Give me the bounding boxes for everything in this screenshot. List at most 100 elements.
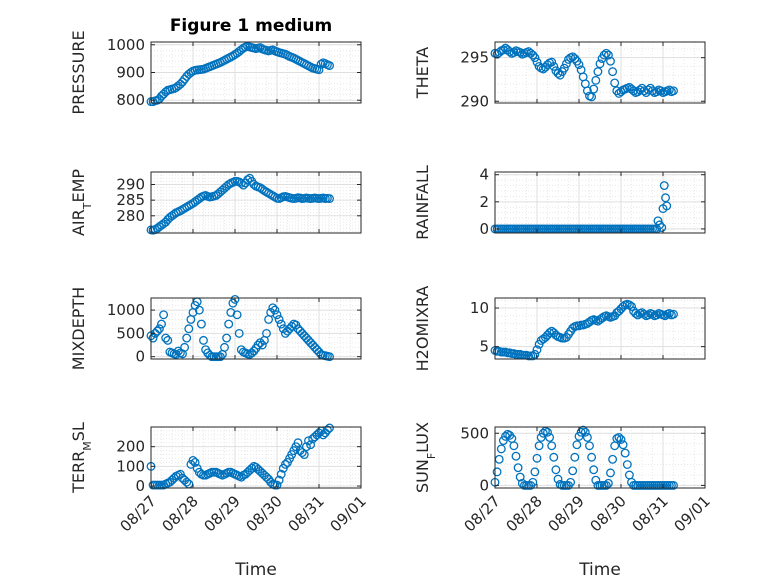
- subplot-rainfall: 0 2 4 RAINFALL: [413, 165, 706, 240]
- y-tick-label: 0: [479, 220, 489, 238]
- data-point: [255, 338, 265, 348]
- data-point: [182, 333, 192, 343]
- figure-title: Figure 1 medium: [170, 16, 332, 36]
- data-point: [325, 352, 334, 362]
- data-point: [622, 460, 632, 469]
- data-point: [530, 53, 540, 63]
- data-point: [492, 467, 502, 477]
- data-point: [498, 436, 508, 446]
- data-point: [659, 181, 669, 191]
- data-point: [247, 463, 257, 473]
- axes-box: [150, 171, 362, 234]
- y-tick-label: 4: [479, 166, 489, 184]
- x-axis-label: Time: [578, 560, 621, 580]
- data-point: [498, 45, 508, 55]
- y-tick-label: 200: [116, 438, 145, 456]
- data-point: [272, 310, 282, 320]
- data-point: [582, 86, 592, 96]
- data-point: [515, 48, 525, 57]
- axes-box: [150, 426, 362, 489]
- data-point: [538, 428, 548, 438]
- data-point: [157, 319, 166, 329]
- y-tick-label: 280: [116, 207, 145, 225]
- axes-box: [494, 41, 706, 104]
- data-point: [566, 477, 576, 487]
- data-point: [549, 452, 559, 462]
- data-point: [669, 86, 678, 96]
- data-point: [184, 324, 194, 334]
- axes-box: [494, 171, 706, 234]
- data-point: [325, 194, 334, 204]
- data-point: [591, 75, 601, 85]
- data-point: [606, 468, 615, 478]
- data-point: [585, 317, 594, 327]
- data-point: [276, 469, 286, 479]
- data-point: [532, 453, 542, 463]
- data-point: [624, 300, 634, 310]
- data-point: [280, 459, 290, 469]
- data-point: [627, 302, 636, 311]
- data-point: [299, 450, 309, 459]
- data-point: [270, 192, 280, 202]
- data-point: [553, 474, 563, 484]
- data-point: [515, 472, 525, 482]
- data-point: [161, 333, 171, 343]
- subplot-mixdepth: 0 500 1000 MIXDEPTH: [69, 287, 362, 370]
- data-point: [199, 335, 208, 345]
- data-point: [553, 68, 563, 78]
- data-point: [574, 60, 584, 70]
- data-point: [536, 432, 546, 442]
- y-tick-label: 0: [135, 477, 145, 495]
- subplot-pressure: 800 900 1000 PRESSURE: [69, 30, 362, 115]
- data-point: [180, 342, 190, 352]
- x-axis-label: Time: [234, 560, 277, 580]
- y-tick-label: 1000: [107, 301, 145, 319]
- data-point: [262, 328, 271, 338]
- data-point: [301, 442, 311, 452]
- y-axis-label: TERRMSL: [69, 422, 94, 494]
- data-point: [589, 84, 599, 94]
- data-point: [662, 201, 672, 211]
- y-tick-label: 900: [116, 64, 145, 82]
- data-point: [530, 349, 540, 359]
- y-tick-label: 290: [116, 176, 145, 194]
- data-point: [325, 423, 334, 433]
- y-tick-label: 285: [116, 191, 145, 209]
- y-tick-label: 800: [116, 91, 145, 109]
- data-point: [230, 294, 240, 304]
- data-point: [148, 333, 158, 343]
- data-point: [608, 454, 618, 464]
- y-axis-label: AIRTEMP: [69, 169, 94, 236]
- data-point: [316, 59, 326, 69]
- data-point: [194, 305, 204, 315]
- data-point: [652, 87, 662, 97]
- data-point: [595, 59, 605, 69]
- y-tick-label: 2: [479, 193, 489, 211]
- data-point: [608, 67, 618, 77]
- data-point: [599, 50, 609, 60]
- axes-box: [494, 297, 706, 360]
- data-point: [601, 48, 611, 58]
- data-point: [653, 216, 663, 226]
- y-tick-label: 290: [460, 92, 489, 110]
- data-point: [293, 438, 303, 448]
- data-point: [587, 92, 597, 102]
- data-point: [243, 175, 253, 185]
- data-point: [530, 467, 540, 477]
- data-point: [517, 478, 527, 488]
- data-point: [589, 465, 599, 475]
- data-point: [568, 466, 578, 476]
- data-point: [669, 480, 678, 490]
- data-point: [657, 223, 667, 233]
- data-point: [603, 50, 613, 60]
- data-point: [601, 480, 611, 490]
- axes-box: [494, 426, 706, 489]
- data-point: [306, 440, 316, 450]
- y-axis-label: H2OMIXRA: [413, 286, 432, 372]
- data-point: [655, 220, 665, 230]
- y-axis-label: SUNFLUX: [413, 422, 438, 493]
- data-point: [614, 432, 624, 442]
- data-point: [496, 444, 506, 454]
- data-point: [574, 431, 584, 441]
